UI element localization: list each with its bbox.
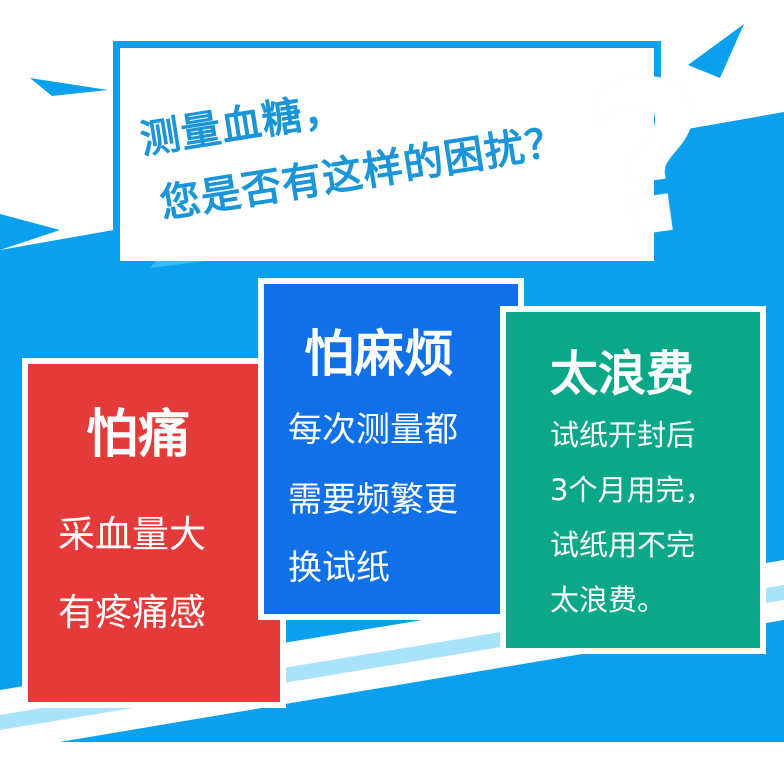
card-line: 采血量大 [58,513,206,556]
card-fear-of-hassle: 怕麻烦 每次测量都 需要频繁更 换试纸 [258,278,524,620]
card-fear-of-pain: 怕痛 采血量大 有疼痛感 [22,358,286,708]
card-line: 试纸用不完 [550,528,696,562]
card-title: 怕痛 [86,405,191,465]
card-title: 太浪费 [550,346,695,402]
card-line: 需要频繁更 [288,480,458,520]
card-too-wasteful: 太浪费 试纸开封后 3个月用完， 试纸用不完 太浪费。 [500,306,766,654]
card-line: 试纸开封后 [550,418,696,452]
card-line: 换试纸 [288,548,390,588]
headline-box [113,41,661,261]
triangle-deco-left [0,214,60,250]
triangle-deco-top-right [688,24,744,78]
card-line: 有疼痛感 [58,591,206,634]
triangle-deco-top-left [30,78,108,96]
card-title: 怕麻烦 [304,325,454,383]
card-line: 每次测量都 [288,410,458,450]
card-line: 3个月用完， [550,473,714,507]
card-line: 太浪费。 [550,583,667,617]
